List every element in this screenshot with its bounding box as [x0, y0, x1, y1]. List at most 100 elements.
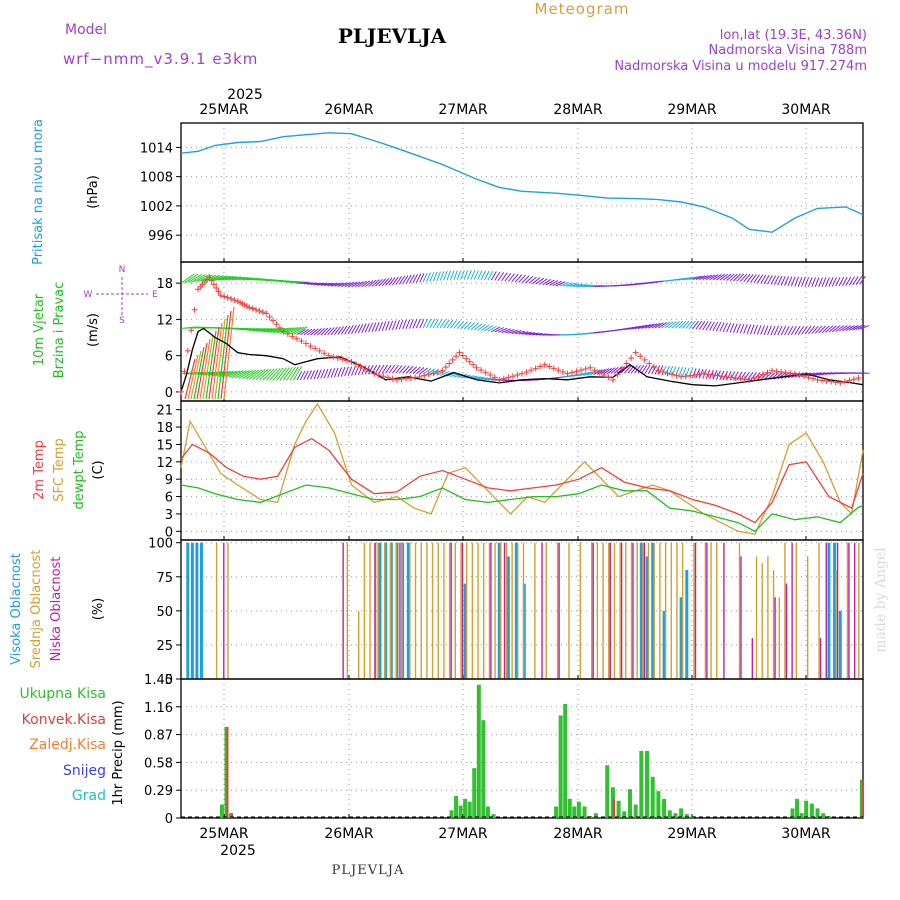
wind-arrow	[333, 367, 339, 378]
wind-arrow	[507, 273, 515, 282]
wind-arrow	[573, 372, 583, 377]
wind-arrow	[818, 325, 826, 334]
wind-gust-marker	[728, 374, 735, 381]
wind-arrow	[470, 270, 476, 280]
wind-arrow	[190, 350, 202, 400]
wind-arrow	[303, 370, 309, 380]
wind-gust-marker	[573, 368, 580, 375]
wind-gust-marker	[832, 379, 839, 386]
wind-arrow	[692, 320, 699, 330]
bottom-day-28MAR: 28MAR	[553, 826, 602, 842]
wind-arrow	[695, 275, 706, 281]
wind-arrow	[801, 325, 808, 335]
wind-labels: 10m Vjetar Brzina i Pravac (m/s) N S W E	[32, 265, 158, 378]
precip-bar-0	[558, 715, 563, 818]
wind-arrow	[293, 366, 302, 381]
bottom-day-30MAR: 30MAR	[781, 826, 830, 842]
wind-gust-marker	[719, 373, 726, 380]
wind-arrow	[654, 365, 661, 375]
wind-arrow	[525, 275, 534, 284]
wind-arrow	[695, 368, 701, 379]
wind-arrow	[307, 282, 318, 285]
wind-gust-marker	[473, 364, 480, 371]
wind-gust-marker	[206, 274, 213, 281]
wind-arrow	[395, 365, 403, 374]
wind-gust-marker	[509, 373, 516, 380]
wind-arrow	[205, 330, 217, 400]
sfc-temp-line	[180, 402, 864, 535]
wind-arrow	[562, 282, 573, 287]
wind-gust-marker	[609, 376, 616, 383]
precip-legend-3: Snijeg	[63, 763, 106, 779]
wind-arrow	[573, 283, 583, 288]
wind-gust-marker	[289, 333, 296, 340]
wind-arrow	[859, 325, 870, 330]
wind-gust-marker	[456, 349, 463, 356]
precip-bar-0	[656, 791, 661, 818]
wind-gust-marker	[732, 375, 739, 382]
wind-gust-marker	[482, 369, 489, 376]
wind-arrow	[266, 327, 282, 333]
precip-bar-0	[684, 814, 689, 818]
wind-arrow	[603, 367, 613, 375]
wind-gust-marker	[266, 313, 273, 320]
wind-arrow	[269, 327, 286, 333]
wind-gust-marker	[389, 375, 396, 382]
precip-bar-0	[639, 750, 644, 818]
wind-gust-marker	[809, 375, 816, 382]
model-label: Model	[65, 22, 107, 38]
wind-gust-marker	[188, 327, 195, 334]
cloud-label-0: Visoka Oblacnost	[9, 553, 24, 665]
wind-gust-marker	[280, 328, 287, 335]
wind-arrow	[825, 277, 830, 287]
wind-arrow	[286, 366, 296, 381]
wind-arrow	[481, 377, 492, 380]
wind-arrow	[341, 282, 351, 288]
wind-arrow	[545, 279, 555, 286]
wind-gust-marker	[303, 340, 310, 347]
wind-arrow	[238, 369, 254, 379]
wind-arrow	[334, 326, 341, 336]
temperature-ytick-label: 3	[165, 508, 173, 523]
wind-arrow	[559, 281, 569, 287]
wind-gust-marker	[587, 364, 594, 371]
precip-bar-0	[454, 795, 459, 818]
wind-arrow	[709, 274, 719, 281]
wind-arrow	[456, 270, 462, 280]
wind-gust-marker	[855, 375, 862, 382]
precip-ytick-label: 1.16	[144, 701, 173, 716]
precip-frame	[180, 678, 864, 819]
wind-arrow	[484, 325, 494, 332]
wind-arrow	[439, 319, 447, 329]
wind-arrow	[385, 320, 390, 331]
wind-arrow	[357, 323, 364, 334]
wind-gust-marker	[687, 372, 694, 379]
wind-arrow	[323, 368, 329, 379]
temperature-ytick-label: 15	[156, 438, 173, 453]
top-day-25MAR: 25MAR	[199, 102, 248, 118]
wind-arrow	[702, 274, 712, 280]
wind-arrow	[729, 323, 735, 333]
wind-arrow	[685, 320, 693, 329]
wind-arrow	[446, 319, 454, 329]
wind-arrow	[787, 276, 793, 287]
precip-bar-0	[667, 810, 672, 818]
wind-arrow	[576, 372, 587, 377]
top-day-29MAR: 29MAR	[667, 102, 716, 118]
precip-ytick-label: 0.29	[144, 784, 173, 799]
wind-arrow	[228, 276, 245, 281]
wind-arrow	[409, 319, 414, 329]
wind-arrow	[344, 325, 351, 335]
wind-gust-marker	[846, 377, 853, 384]
wind-arrow	[293, 326, 308, 335]
wind-arrow	[429, 318, 436, 329]
wind-arrow	[436, 319, 443, 329]
precip-bar-0	[809, 803, 814, 818]
wind-arrow	[347, 366, 353, 377]
wind-arrow	[596, 368, 606, 375]
precip-bar-0	[616, 800, 621, 818]
wind-arrow	[497, 271, 505, 281]
wind-arrow	[474, 376, 485, 380]
wind-arrow	[388, 320, 394, 331]
wind-arrow	[480, 270, 487, 280]
